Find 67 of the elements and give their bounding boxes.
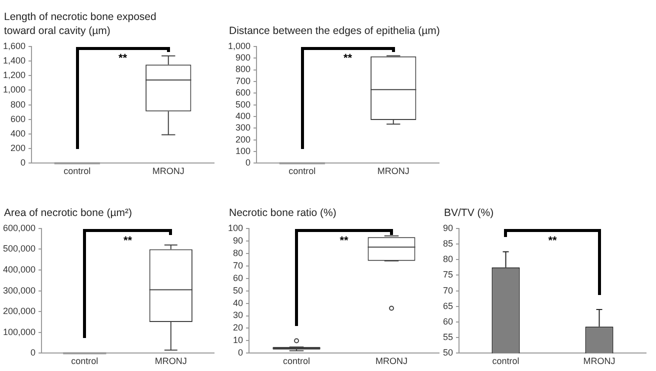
x-tick-label: MRONJ: [583, 356, 616, 366]
y-tick-label: 20: [233, 322, 244, 333]
y-tick-label: 500: [235, 99, 251, 110]
y-tick-label: 1,200: [2, 70, 26, 80]
y-tick-label: 50: [233, 285, 244, 296]
y-tick-label: 70: [442, 285, 454, 296]
y-tick-label: 100,000: [2, 326, 36, 337]
y-tick-label: 0: [238, 348, 244, 358]
y-tick-label: 1,000: [2, 84, 26, 95]
x-tick-label: control: [492, 356, 520, 366]
y-tick-label: 100: [228, 222, 244, 233]
y-tick-label: 500,000: [2, 244, 36, 254]
annotation: **: [123, 234, 133, 247]
x-tick-label: MRONJ: [152, 166, 184, 176]
y-tick-label: 0: [30, 348, 36, 358]
y-tick-label: 200: [235, 134, 251, 144]
y-tick-label: 90: [233, 235, 244, 246]
y-tick-label: 60: [233, 272, 244, 283]
y-tick-label: 400: [10, 128, 26, 138]
chart-title: Distance between the edges of epithelia (µm): [229, 24, 441, 38]
x-tick-label: MRONJ: [154, 356, 187, 366]
annotation: **: [340, 234, 350, 247]
y-tick-label: 70: [233, 260, 244, 270]
y-tick-label: 0: [246, 158, 251, 168]
y-tick-label: 800: [235, 64, 251, 74]
annotation: **: [343, 52, 353, 65]
y-tick-label: 60: [442, 316, 454, 326]
y-tick-label: 700: [235, 76, 251, 86]
y-tick-label: 400: [235, 110, 251, 121]
y-tick-label: 100: [235, 146, 251, 156]
annotation: **: [548, 234, 558, 247]
y-tick-label: 85: [442, 238, 454, 248]
y-tick-label: 80: [233, 248, 244, 258]
y-tick-label: 40: [233, 298, 244, 308]
chart-title: Length of necrotic bone exposed toward oral cavity (µm): [4, 10, 158, 38]
x-tick-label: control: [283, 356, 310, 366]
y-tick-label: 400,000: [2, 264, 36, 274]
chart-title: BV/TV (%): [444, 206, 495, 220]
y-tick-label: 1,000: [228, 40, 251, 51]
y-tick-label: 75: [442, 270, 454, 280]
y-tick-label: 30: [233, 310, 244, 320]
y-tick-label: 0: [20, 158, 26, 168]
y-tick-label: 1,400: [2, 55, 26, 66]
x-tick-label: control: [64, 166, 91, 176]
y-tick-label: 80: [442, 254, 454, 264]
y-tick-label: 600: [235, 88, 251, 98]
x-tick-label: MRONJ: [376, 356, 408, 366]
chart-title: Necrotic bone ratio (%): [229, 207, 336, 219]
y-tick-label: 600,000: [2, 222, 36, 233]
y-tick-label: 55: [442, 332, 454, 342]
y-tick-label: 600: [10, 114, 26, 124]
annotation: **: [118, 52, 128, 65]
y-tick-label: 200: [10, 143, 26, 154]
x-tick-label: MRONJ: [377, 166, 410, 176]
y-tick-label: 1,600: [2, 40, 26, 51]
y-tick-label: 200,000: [2, 306, 36, 316]
x-tick-label: control: [288, 166, 316, 176]
y-tick-label: 90: [442, 222, 454, 233]
y-tick-label: 300: [235, 122, 251, 133]
y-tick-label: 50: [442, 348, 454, 358]
y-tick-label: 300,000: [2, 285, 36, 296]
y-tick-label: 800: [10, 99, 26, 110]
y-tick-label: 65: [442, 300, 454, 311]
y-tick-label: 10: [233, 335, 244, 346]
y-tick-label: 900: [235, 52, 251, 63]
x-tick-label: control: [71, 356, 98, 366]
chart-title: Area of necrotic bone (µm²): [4, 206, 134, 220]
